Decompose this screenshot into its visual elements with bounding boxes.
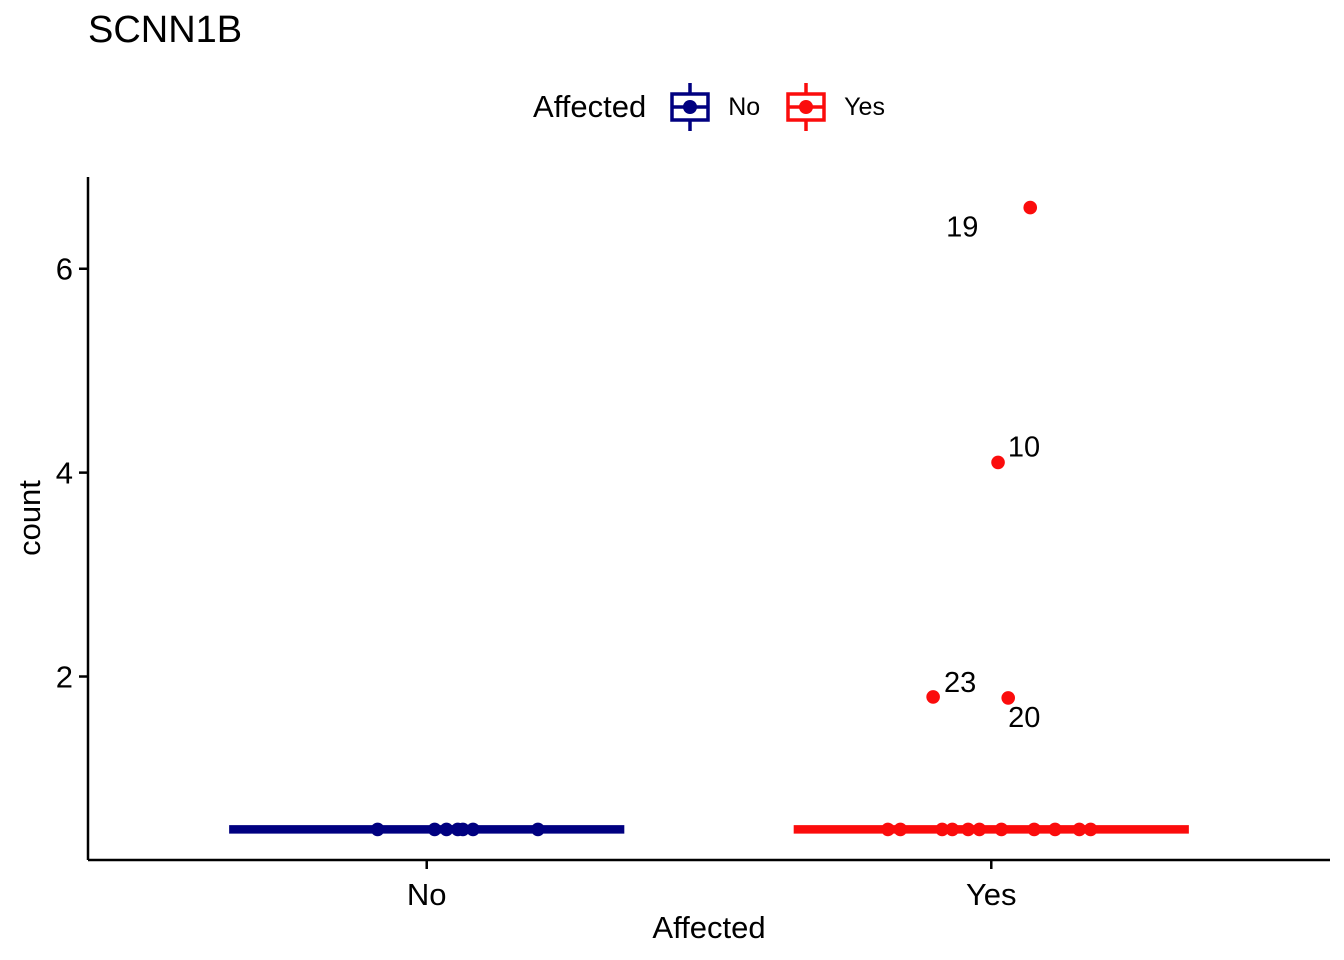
x-axis-title: Affected — [652, 910, 766, 945]
point-label: 23 — [944, 667, 976, 699]
point-label: 10 — [1008, 431, 1040, 463]
point-label: 19 — [946, 212, 978, 244]
data-point — [991, 455, 1005, 470]
data-point — [439, 822, 454, 837]
data-point — [1027, 822, 1041, 837]
y-tick-label: 2 — [56, 660, 73, 695]
y-axis-title: count — [12, 480, 47, 556]
key-point — [799, 100, 814, 114]
data-point — [456, 822, 470, 837]
data-point — [1083, 822, 1098, 837]
data-point — [1048, 822, 1062, 837]
y-tick-label: 6 — [56, 252, 73, 287]
x-tick-label: Yes — [966, 877, 1017, 912]
data-point — [1072, 822, 1087, 837]
boxplot-key-icon-yes — [786, 83, 826, 131]
boxplot-key-icon-no — [670, 83, 710, 131]
data-point — [961, 822, 975, 837]
chart-title: SCNN1B — [88, 9, 243, 51]
data-point — [972, 822, 987, 837]
data-point — [1023, 200, 1038, 215]
data-point — [935, 822, 949, 837]
data-point — [370, 822, 385, 837]
data-point — [427, 822, 442, 837]
data-point — [531, 822, 545, 837]
data-point — [945, 822, 960, 837]
point-label: 20 — [1008, 702, 1040, 734]
key-point — [683, 100, 698, 114]
legend-entry-yes: Yes — [782, 82, 885, 132]
legend-entry-no: No — [666, 82, 760, 132]
legend: Affected No Yes — [88, 80, 1330, 134]
legend-title: Affected — [533, 89, 647, 124]
data-point — [994, 822, 1009, 837]
data-point — [466, 822, 480, 837]
data-point — [1001, 691, 1016, 705]
data-point — [893, 822, 908, 837]
legend-label-yes: Yes — [844, 92, 885, 121]
legend-label-no: No — [728, 92, 761, 121]
y-tick-label: 4 — [56, 456, 73, 491]
x-tick-label: No — [407, 877, 447, 912]
data-point — [881, 822, 895, 837]
data-point — [926, 690, 940, 704]
